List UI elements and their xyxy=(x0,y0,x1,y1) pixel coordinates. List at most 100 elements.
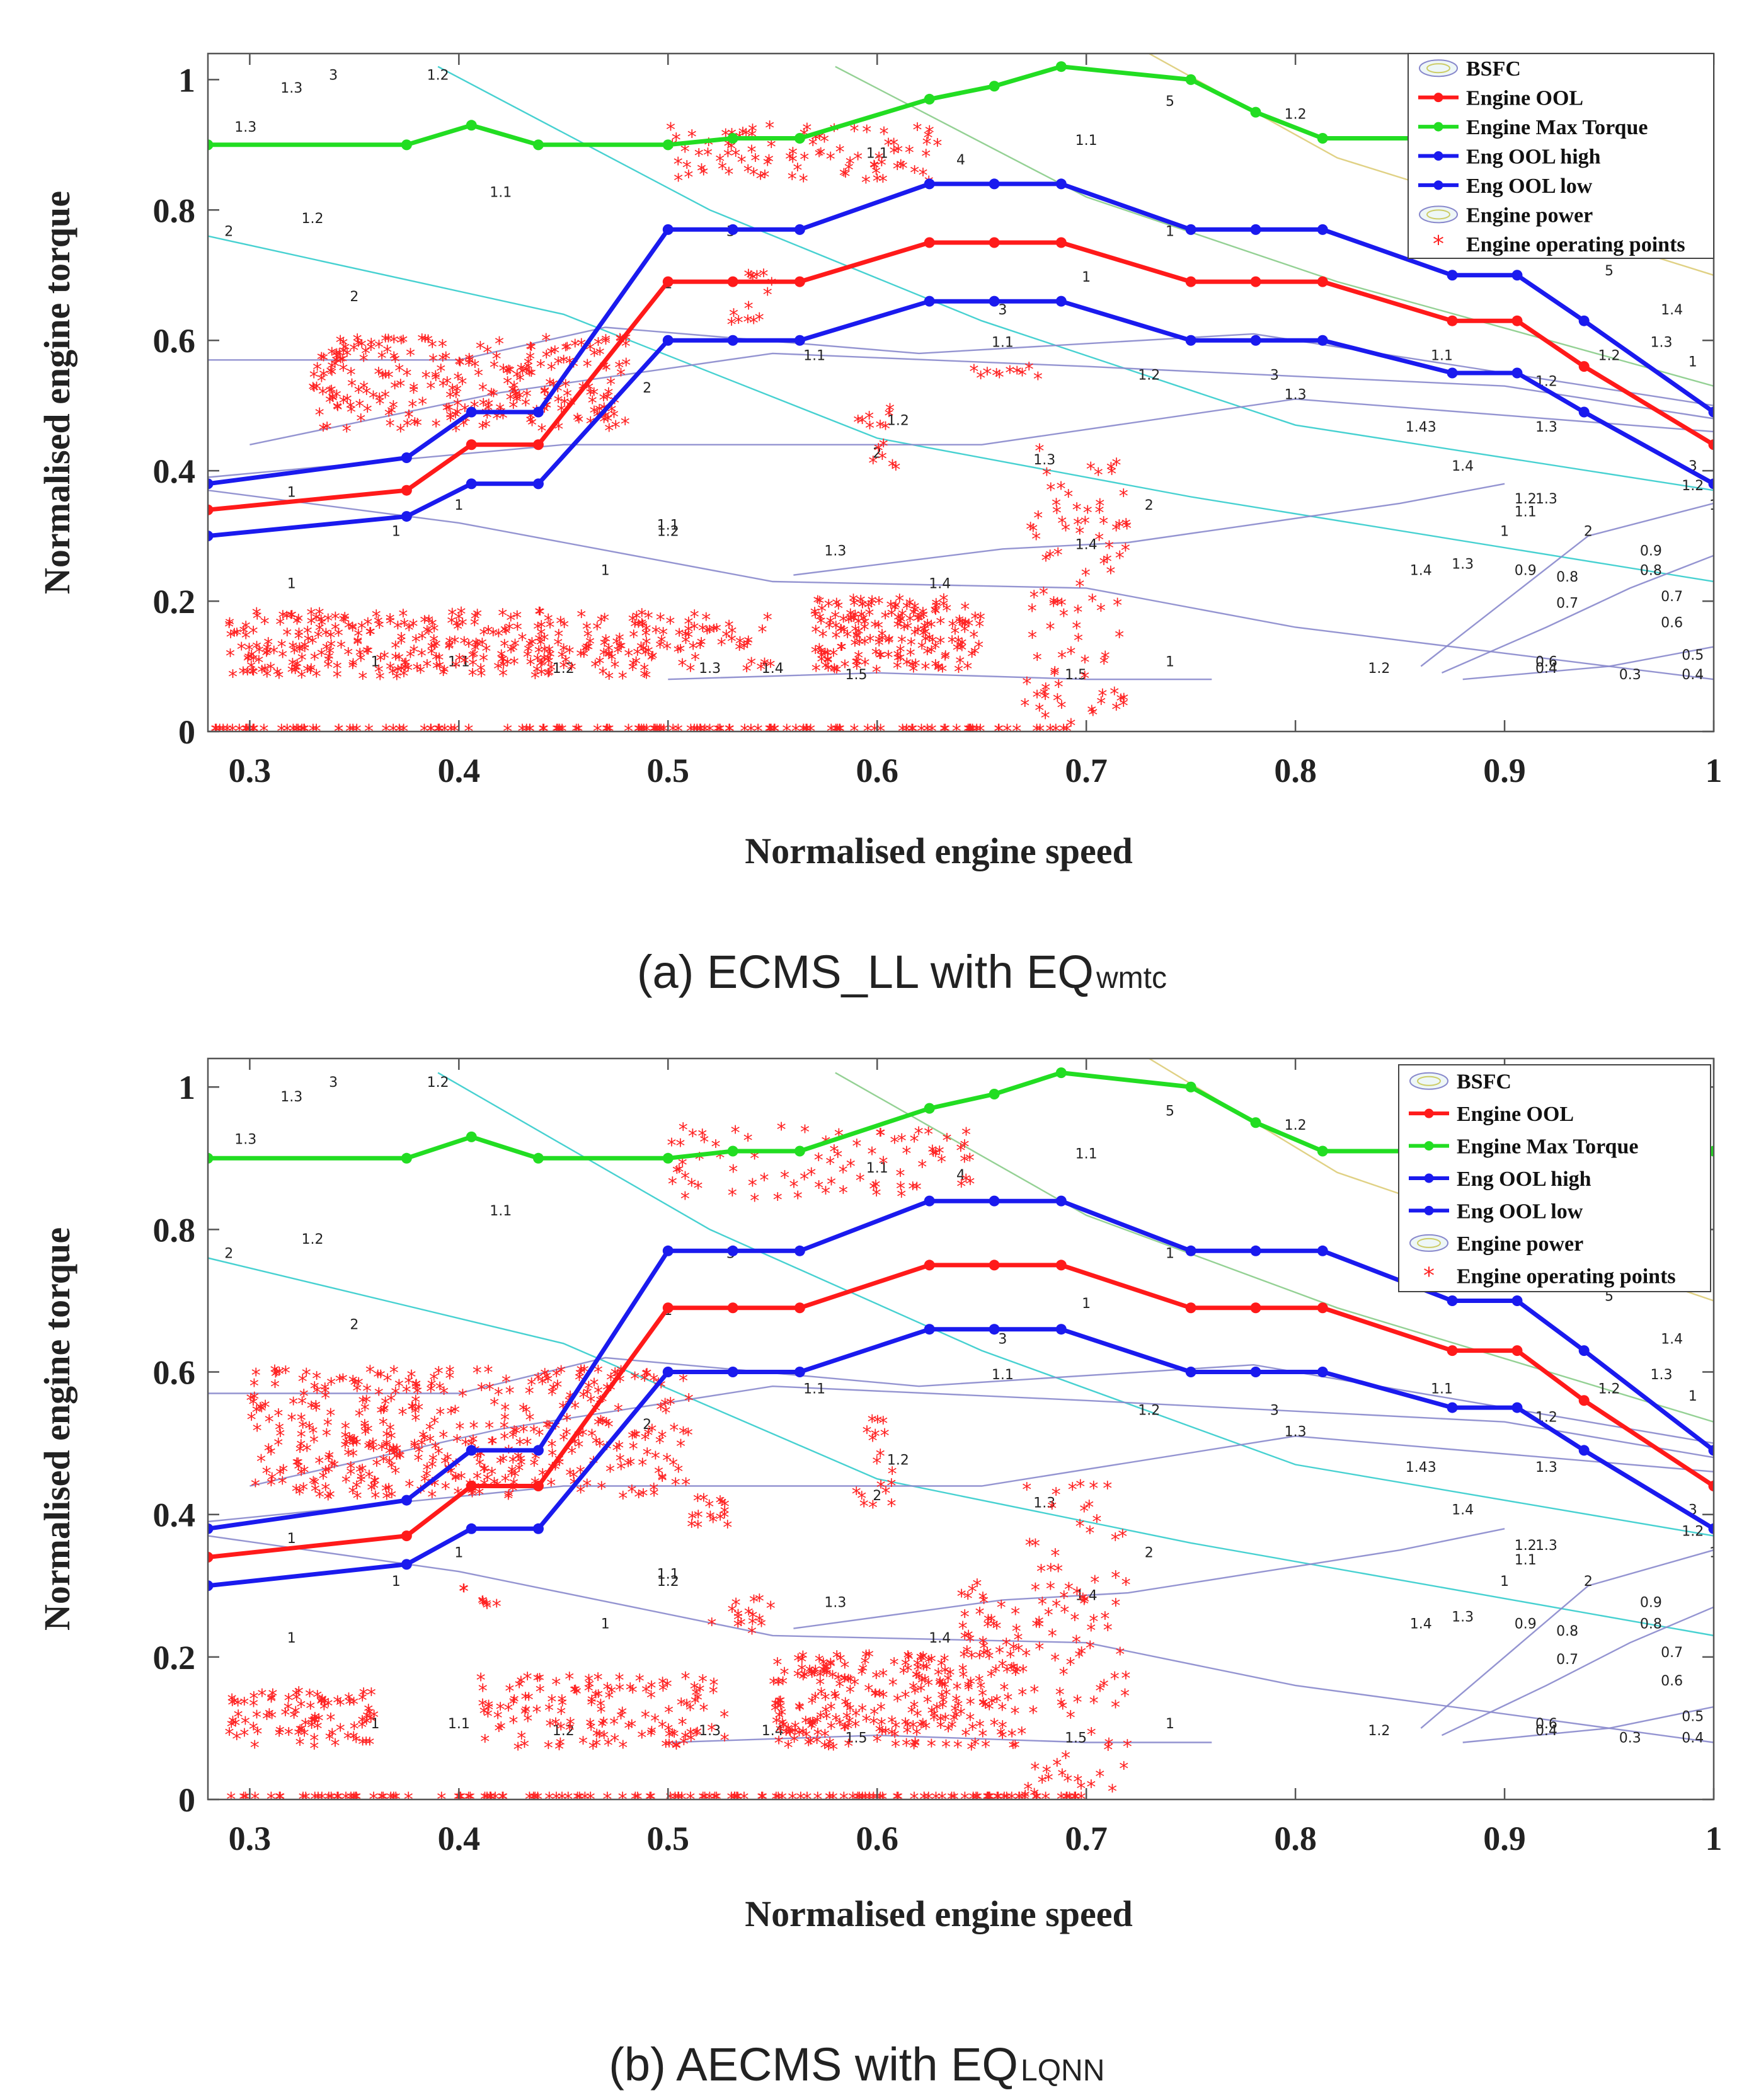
operating-point: * xyxy=(1092,1512,1101,1534)
operating-point: * xyxy=(537,617,546,640)
x-tick-label: 0.7 xyxy=(1065,1820,1108,1857)
operating-point: * xyxy=(600,635,609,657)
operating-point: * xyxy=(288,638,297,660)
operating-point: * xyxy=(1052,1755,1062,1777)
operating-point: * xyxy=(820,131,829,153)
operating-point: * xyxy=(588,393,597,415)
series-marker xyxy=(1250,224,1261,235)
operating-point: * xyxy=(946,1665,955,1687)
operating-point: * xyxy=(686,1724,696,1747)
operating-point: * xyxy=(923,1692,932,1714)
operating-point: * xyxy=(663,1676,672,1698)
operating-point: * xyxy=(879,1153,888,1175)
operating-point: * xyxy=(686,721,696,743)
operating-point: * xyxy=(604,420,614,442)
operating-point: * xyxy=(897,1186,906,1208)
operating-point: * xyxy=(662,639,672,661)
operating-point: * xyxy=(257,1685,267,1707)
operating-point: * xyxy=(275,1426,285,1448)
operating-point: * xyxy=(500,636,509,658)
operating-point: * xyxy=(639,641,648,663)
operating-point: * xyxy=(219,721,228,743)
operating-point: * xyxy=(833,721,842,743)
operating-point: * xyxy=(435,721,444,743)
operating-point: * xyxy=(607,649,617,671)
operating-point: * xyxy=(556,1704,566,1726)
operating-point: * xyxy=(304,1418,314,1440)
operating-point: * xyxy=(418,394,427,416)
operating-point: * xyxy=(671,1474,680,1496)
legend-item: Engine power xyxy=(1419,204,1593,227)
x-tick-label: 0.3 xyxy=(229,1820,272,1857)
operating-point: * xyxy=(656,610,665,632)
operating-point: * xyxy=(525,348,535,370)
operating-point: * xyxy=(345,721,355,743)
operating-point: * xyxy=(512,1423,521,1445)
series-marker xyxy=(727,1245,738,1256)
operating-point: * xyxy=(249,651,258,673)
series-marker xyxy=(794,133,805,144)
operating-point: * xyxy=(512,367,522,389)
operating-point: * xyxy=(510,384,520,406)
operating-point: * xyxy=(599,1714,609,1736)
operating-point: * xyxy=(903,1647,913,1669)
operating-point: * xyxy=(970,609,980,631)
operating-point: * xyxy=(910,162,919,184)
operating-point: * xyxy=(539,650,549,672)
operating-point: * xyxy=(470,615,479,637)
operating-point: * xyxy=(297,667,306,689)
operating-point: * xyxy=(626,1454,635,1476)
operating-point: * xyxy=(521,1702,530,1724)
operating-point: * xyxy=(292,1481,301,1503)
operating-point: * xyxy=(523,1711,532,1733)
operating-point: * xyxy=(890,1655,899,1677)
operating-point: * xyxy=(380,1401,389,1423)
series-marker xyxy=(1317,1245,1328,1256)
operating-point: * xyxy=(701,609,711,631)
operating-point: * xyxy=(592,1726,602,1748)
operating-point: * xyxy=(349,1728,358,1750)
operating-point: * xyxy=(479,650,488,672)
operating-point: * xyxy=(831,1710,840,1732)
operating-point: * xyxy=(458,615,467,637)
operating-point: * xyxy=(941,648,950,670)
operating-point: * xyxy=(956,638,965,660)
operating-point: * xyxy=(541,330,551,352)
operating-point: * xyxy=(927,721,937,743)
operating-point: * xyxy=(788,151,798,173)
operating-point: * xyxy=(820,1738,830,1760)
operating-point: * xyxy=(292,613,302,635)
operating-point: * xyxy=(743,312,752,334)
operating-point: * xyxy=(295,1442,305,1464)
operating-point: * xyxy=(1094,529,1104,551)
operating-point: * xyxy=(335,1371,345,1393)
operating-point: * xyxy=(593,721,602,743)
operating-point: * xyxy=(917,1717,926,1739)
operating-point: * xyxy=(585,1676,594,1698)
operating-point: * xyxy=(835,142,845,164)
operating-point: * xyxy=(341,1418,350,1440)
contour-label: 0.7 xyxy=(1556,595,1578,611)
operating-point: * xyxy=(257,1401,267,1423)
operating-point: * xyxy=(898,606,907,628)
operating-point: * xyxy=(558,1695,567,1717)
operating-point: * xyxy=(1041,680,1050,702)
operating-point: * xyxy=(464,355,474,377)
operating-point: * xyxy=(606,374,616,396)
contour-label: 5 xyxy=(1605,263,1614,279)
operating-point: * xyxy=(314,627,323,649)
operating-point: * xyxy=(1012,363,1022,385)
operating-point: * xyxy=(314,1711,324,1733)
operating-point: * xyxy=(799,171,808,193)
operating-point: * xyxy=(1115,1644,1125,1666)
operating-point: * xyxy=(570,336,580,358)
operating-point: * xyxy=(481,641,491,663)
operating-point: * xyxy=(595,1727,604,1749)
series-marker xyxy=(1317,1367,1328,1378)
contour-label: 2 xyxy=(643,381,651,396)
operating-point: * xyxy=(392,1441,401,1463)
operating-point: * xyxy=(866,631,875,653)
contour-line xyxy=(1420,1549,1714,1729)
operating-point: * xyxy=(675,1135,685,1157)
operating-point: * xyxy=(954,633,963,655)
